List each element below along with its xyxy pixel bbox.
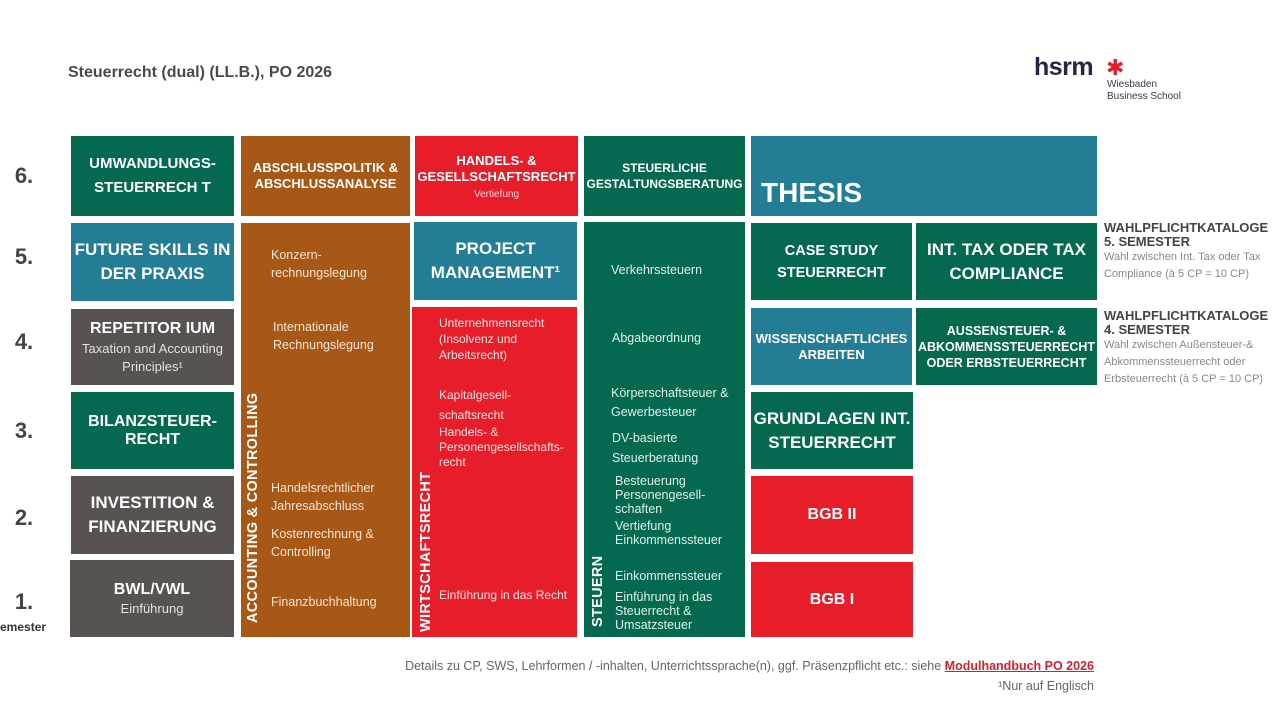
course-unternehmensrecht[interactable]: Unternehmensrecht (Insolvenz und Arbeitsre…: [439, 316, 545, 362]
module-umwandlungssteuerrecht[interactable]: UMWANDLUNGS- STEUERRECH T: [71, 136, 234, 216]
course-handelsrechtlicher-jahresabschluss[interactable]: Handelsrechtlicher Jahresabschluss: [271, 481, 375, 513]
course-einkommenssteuer[interactable]: Einkommenssteuer: [615, 569, 722, 583]
semester-3: 3.: [14, 418, 34, 443]
module-case-study[interactable]: CASE STUDY STEUERRECHT: [751, 223, 912, 300]
module-future-skills[interactable]: FUTURE SKILLS IN DER PRAXIS: [71, 223, 234, 301]
block-accounting-controlling: ACCOUNTING & CONTROLLING Konzern-rechnun…: [241, 223, 410, 637]
semester-6: 6.: [14, 163, 34, 188]
page-title: Steuerrecht (dual) (LL.B.), PO 2026: [68, 64, 333, 81]
course-konzernrechnungslegung[interactable]: Konzern-rechnungslegung: [271, 248, 367, 280]
course-koerperschaftsteuer[interactable]: Körperschaftsteuer & Gewerbesteuer: [611, 386, 729, 419]
course-personengesellschaftsrecht[interactable]: Handels- & Personengesellschafts-recht: [439, 425, 564, 469]
course-verkehrssteuern[interactable]: Verkehrssteuern: [611, 263, 703, 277]
course-einfuehrung-steuerrecht[interactable]: Einführung in das Steuerrecht & Umsatzsteu…: [615, 590, 713, 632]
vertical-label-accounting: ACCOUNTING & CONTROLLING: [245, 392, 261, 623]
module-project-management[interactable]: PROJECT MANAGEMENT¹: [414, 222, 577, 300]
footer-details: Details zu CP, SWS, Lehrformen / -inhalt…: [405, 659, 1094, 673]
semester-2: 2.: [14, 505, 34, 530]
module-bilanzsteuerrecht[interactable]: BILANZSTEUER- RECHT: [71, 392, 234, 469]
module-int-tax-compliance[interactable]: INT. TAX ODER TAX COMPLIANCE: [916, 223, 1097, 300]
course-vertiefung-einkommenssteuer[interactable]: Vertiefung Einkommenssteuer: [615, 519, 722, 547]
course-dv-steuerberatung[interactable]: DV-basierte Steuerberatung: [612, 431, 699, 465]
course-kostenrechnung-controlling[interactable]: Kostenrechnung & Controlling: [271, 527, 374, 559]
hsrm-star-icon: ✱: [1106, 55, 1125, 80]
course-besteuerung-personengesellschaften[interactable]: Besteuerung Personengesell-schaften: [615, 474, 706, 516]
module-repetitorium[interactable]: REPETITOR IUM Taxation and Accounting Pr…: [71, 309, 234, 385]
module-investition-finanzierung[interactable]: INVESTITION & FINANZIERUNG: [71, 476, 234, 554]
semester-5: 5.: [14, 244, 34, 269]
hsrm-logo: hsrm ✱ Wiesbaden Business School: [1034, 53, 1194, 107]
module-aussensteuer-erbsteuer[interactable]: AUSSENSTEUER- & ABKOMMENSSTEUERRECHT ODE…: [916, 308, 1097, 385]
semester-axis-label: Semester: [0, 620, 47, 634]
note-wahlpflicht-sem5: WAHLPFLICHTKATALOGE 5. SEMESTER Wahl zwi…: [1104, 220, 1269, 281]
module-steuerliche-gestaltungsberatung[interactable]: STEUERLICHE GESTALTUNGSBERATUNG: [584, 136, 745, 216]
module-handels-gesellschaftsrecht[interactable]: HANDELS- & GESELLSCHAFTSRECHT Vertiefung: [415, 136, 578, 216]
course-finanzbuchhaltung[interactable]: Finanzbuchhaltung: [271, 595, 377, 609]
module-abschlusspolitik[interactable]: ABSCHLUSSPOLITIK & ABSCHLUSSANALYSE: [241, 136, 410, 216]
logo-wordmark: hsrm: [1034, 53, 1094, 81]
logo-subtitle: Wiesbaden Business School: [1107, 79, 1181, 102]
module-grundlagen-int-steuerrecht[interactable]: GRUNDLAGEN INT. STEUERRECHT: [751, 392, 913, 469]
modulhandbuch-link[interactable]: Modulhandbuch PO 2026: [944, 659, 1094, 673]
note-wahlpflicht-sem4: WAHLPFLICHTKATALOGE 4. SEMESTER Wahl zwi…: [1104, 308, 1269, 386]
course-einfuehrung-recht[interactable]: Einführung in das Recht: [439, 588, 568, 602]
module-bgb-i[interactable]: BGB I: [751, 562, 913, 637]
module-bgb-ii[interactable]: BGB II: [751, 476, 913, 554]
block-wirtschaftsrecht: WIRTSCHAFTSRECHT Unternehmensrecht (Insol…: [412, 307, 577, 637]
module-thesis[interactable]: THESIS: [751, 136, 1097, 216]
course-abgabeordnung[interactable]: Abgabeordnung: [612, 331, 701, 345]
vertical-label-steuern: STEUERN: [590, 555, 606, 627]
footnote-english: ¹Nur auf Englisch: [998, 679, 1094, 693]
module-wissenschaftliches-arbeiten[interactable]: WISSENSCHAFTLICHES ARBEITEN: [751, 308, 912, 385]
course-kapitalgesellschaftsrecht[interactable]: Kapitalgesell-schaftsrecht: [439, 388, 512, 422]
semester-4: 4.: [14, 329, 34, 354]
course-internationale-rechnungslegung[interactable]: Internationale Rechnungslegung: [273, 320, 374, 352]
block-steuern: STEUERN Verkehrssteuern Abgabeordnung Kö…: [584, 222, 745, 637]
vertical-label-wirtschaftsrecht: WIRTSCHAFTSRECHT: [418, 471, 434, 632]
module-bwl-vwl[interactable]: BWL/VWL Einführung: [70, 560, 234, 637]
semester-1: 1.: [14, 589, 34, 614]
